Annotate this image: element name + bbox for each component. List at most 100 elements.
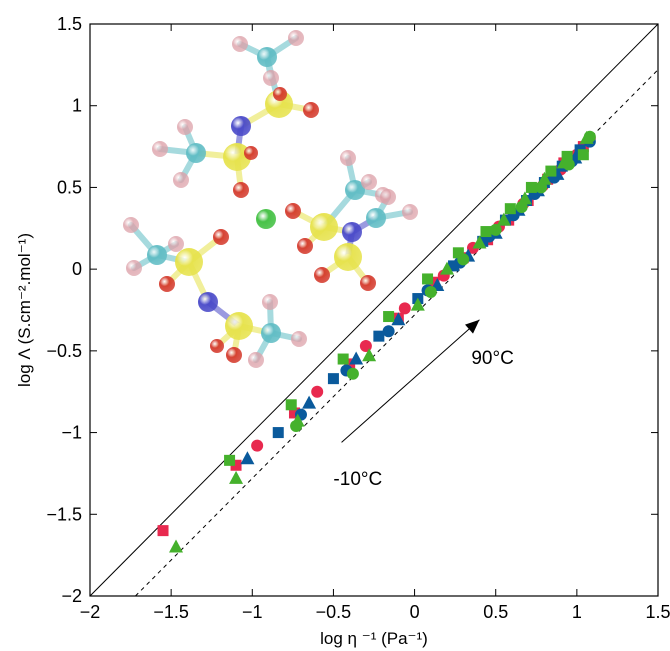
atom [273, 87, 287, 101]
x-tick-label: −2 [80, 602, 101, 622]
blue-square-point [373, 330, 385, 342]
atom [257, 47, 277, 67]
green-square-point [422, 273, 434, 285]
atom [248, 352, 264, 368]
atom [147, 245, 167, 265]
y-tick-label: 0 [72, 259, 82, 279]
blue-square-point [448, 260, 460, 272]
green-triangle-point [169, 539, 184, 553]
blue-triangle-point [302, 395, 317, 409]
green-circle-point [489, 223, 502, 236]
atom [402, 204, 418, 220]
red-square-point [157, 525, 169, 537]
blue-square-point [477, 235, 489, 247]
blue-square-point [327, 373, 339, 385]
green-triangle-point [229, 470, 244, 484]
y-tick-label: 1 [72, 96, 82, 116]
molecule-bonds [128, 35, 413, 363]
atom [226, 347, 242, 363]
annotation-minus10c: -10°C [333, 469, 382, 490]
atom [210, 339, 224, 353]
blue-square-point [272, 427, 284, 439]
reference-line-solid [89, 23, 659, 597]
atom [360, 275, 376, 291]
y-ticks: −2 −1.5 −1 −0.5 0 0.5 1 1.5 [46, 14, 658, 606]
green-square-point [525, 181, 537, 193]
red-square-point [428, 276, 440, 288]
atom [263, 70, 279, 86]
green-triangle-point [410, 297, 425, 311]
atom [361, 174, 377, 190]
y-tick-label: −0.5 [46, 341, 82, 361]
green-square-point [452, 247, 464, 259]
green-circle-point [515, 201, 528, 214]
green-circle-point [424, 286, 437, 299]
atom [231, 116, 251, 136]
green-square-point [337, 353, 349, 365]
green-triangle-point [496, 212, 511, 226]
atom [256, 209, 276, 229]
x-tick-label: 0 [410, 602, 420, 622]
x-tick-label: −1.5 [153, 602, 189, 622]
green-circle-point [346, 367, 359, 380]
arrow-head [465, 319, 480, 334]
green-circle-point [583, 130, 596, 143]
green-square-point [383, 311, 395, 323]
atom [225, 312, 253, 340]
green-square-point [480, 226, 492, 238]
red-circle-point [398, 302, 411, 315]
x-tick-label: 1.5 [645, 602, 670, 622]
green-circle-point [535, 181, 548, 194]
molecule-illustration [123, 30, 418, 368]
red-circle-point [311, 385, 324, 398]
atom [303, 102, 319, 118]
atom [168, 236, 184, 252]
x-tick-label: −1 [242, 602, 263, 622]
plot-frame [89, 23, 659, 597]
red-circle-point [251, 439, 264, 452]
blue-circle-point [382, 325, 395, 338]
y-tick-label: 1.5 [57, 14, 82, 34]
x-tick-label: −0.5 [316, 602, 352, 622]
atom [232, 36, 248, 52]
green-square-point [285, 399, 297, 411]
y-axis-title: log Λ (S.cm⁻².mol⁻¹) [15, 233, 34, 387]
atom [123, 217, 139, 233]
atom [175, 248, 203, 276]
green-circle-point [562, 158, 575, 171]
atom [244, 146, 258, 160]
data-points [157, 130, 596, 553]
atom [173, 172, 189, 188]
y-tick-label: 0.5 [57, 177, 82, 197]
atom [310, 213, 338, 241]
atom [334, 243, 362, 271]
blue-triangle-point [349, 351, 364, 365]
atom [297, 238, 313, 254]
green-square-point [504, 203, 516, 215]
blue-triangle-point [391, 312, 406, 326]
atom [152, 141, 168, 157]
y-tick-label: −2 [61, 586, 82, 606]
red-square-point [288, 407, 300, 419]
atom [262, 294, 278, 310]
atom [159, 276, 175, 292]
x-tick-label: 0.5 [483, 602, 508, 622]
atom [233, 182, 249, 198]
atom [342, 222, 362, 242]
green-square-point [545, 165, 557, 177]
atom [285, 203, 301, 219]
atom [314, 267, 330, 283]
green-triangle-point [440, 261, 455, 275]
green-circle-point [290, 420, 303, 433]
green-square-point [224, 454, 236, 466]
green-square-point [577, 149, 589, 161]
x-ticks: −2 −1.5 −1 −0.5 0 0.5 1 1.5 [80, 24, 670, 622]
x-axis-title: log η ⁻¹ (Pa⁻¹) [320, 629, 428, 648]
atom [380, 189, 396, 205]
atom [198, 292, 218, 312]
green-circle-point [457, 253, 470, 266]
atom [177, 119, 193, 135]
atom [366, 208, 386, 228]
green-triangle-point [362, 348, 377, 362]
atom [345, 180, 365, 200]
